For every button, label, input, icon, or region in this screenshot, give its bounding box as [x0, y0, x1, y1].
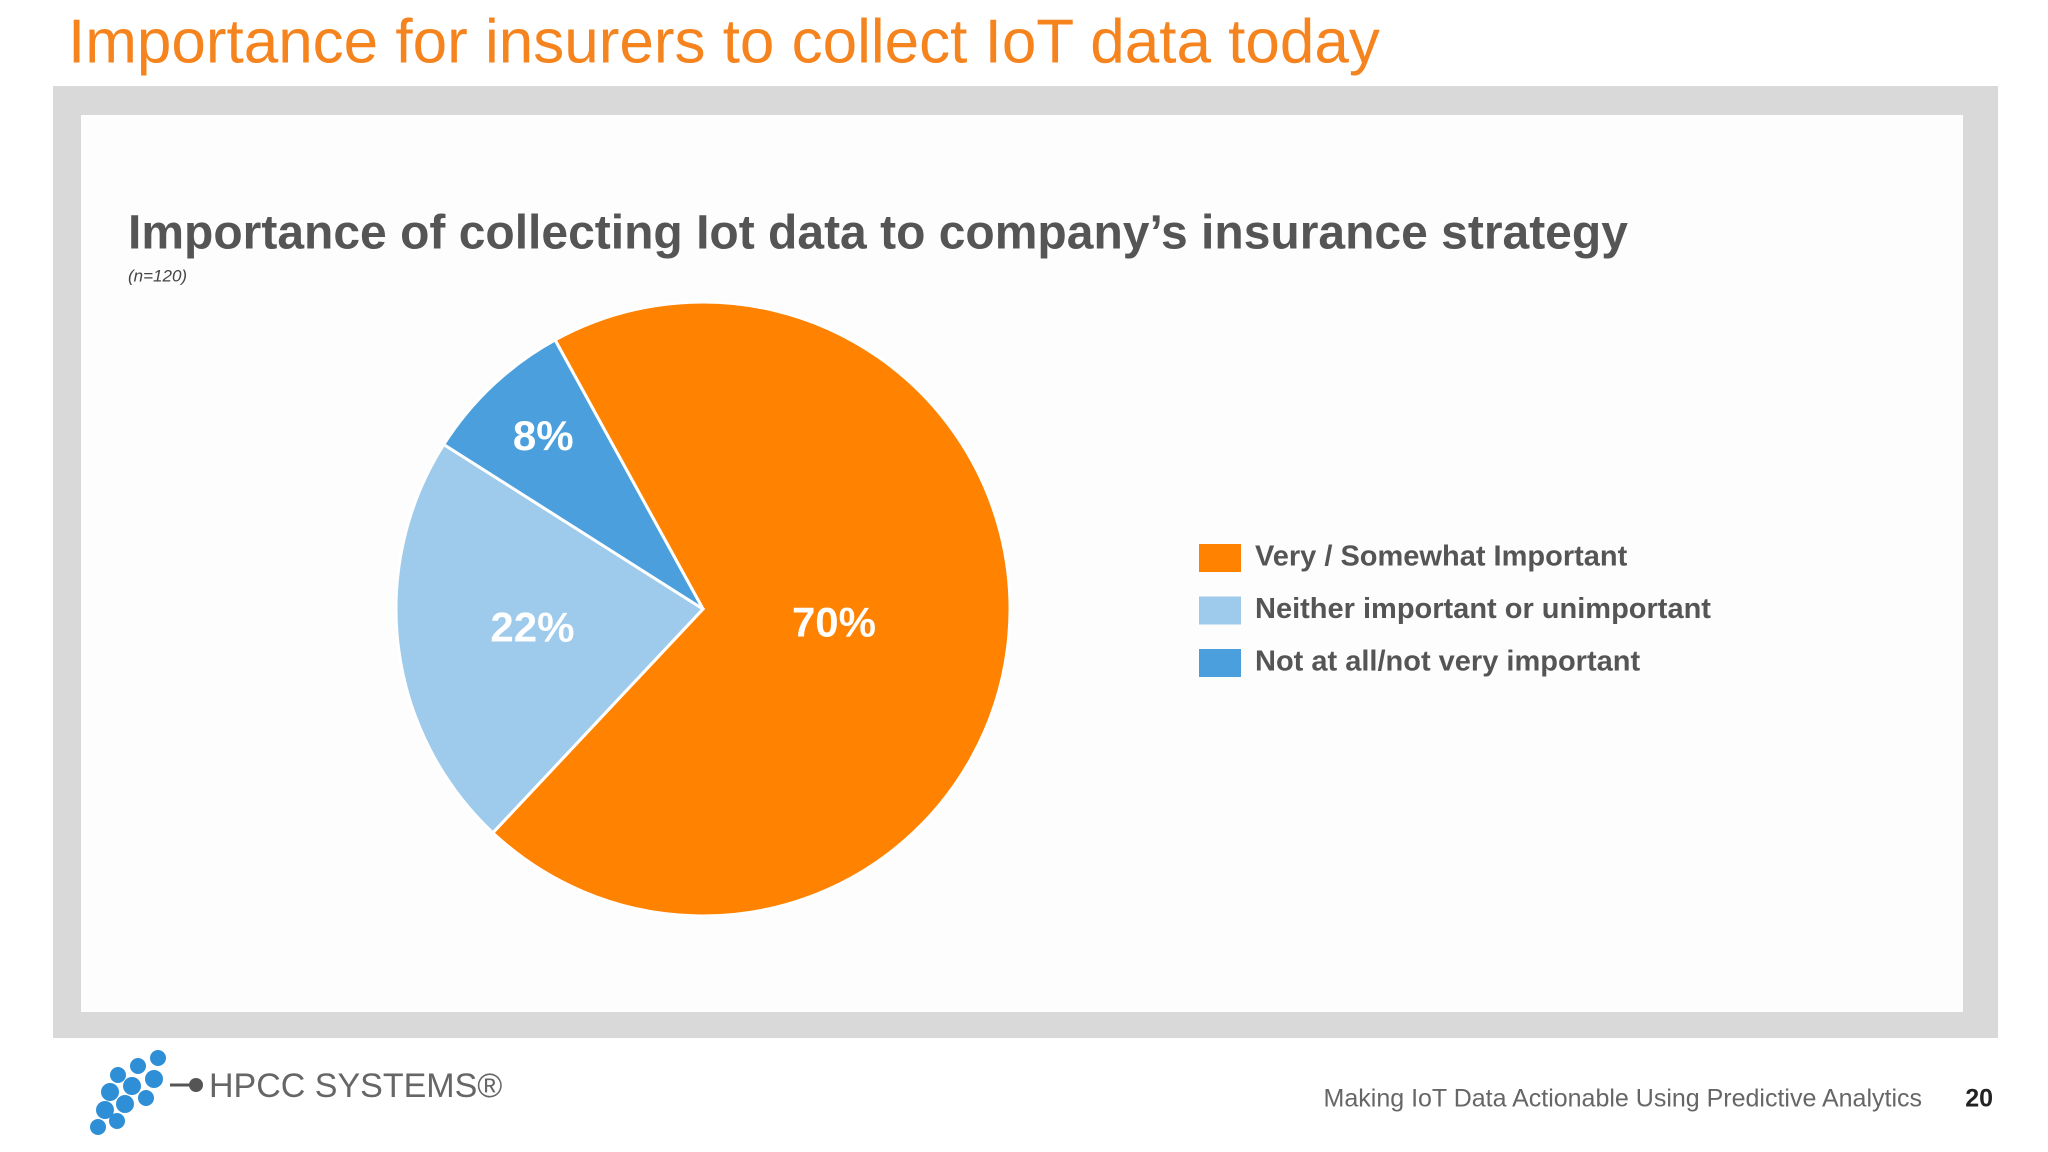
- value-label: 22%: [490, 604, 574, 651]
- chart-title: Importance of collecting Iot data to com…: [128, 207, 1628, 260]
- legend-label: Very / Somewhat Important: [1255, 541, 1628, 573]
- pie: 70% 22% 8%: [394, 300, 1012, 918]
- value-label: 70%: [792, 599, 876, 646]
- page-number: 20: [1965, 1085, 1993, 1113]
- logo-text: HPCC SYSTEMS®: [209, 1067, 502, 1105]
- legend-label: Not at all/not very important: [1255, 646, 1640, 678]
- chart-subtitle: (n=120): [128, 266, 187, 285]
- slide-title: Importance for insurers to collect IoT d…: [68, 7, 1380, 76]
- logo: [90, 1050, 203, 1135]
- pie-slice: [441, 337, 705, 611]
- footer-caption: Making IoT Data Actionable Using Predict…: [1324, 1085, 1922, 1113]
- value-label: 8%: [513, 412, 574, 459]
- legend-swatch: [1199, 544, 1241, 572]
- chart-panel: [81, 115, 1963, 1012]
- legend-swatch: [1199, 596, 1241, 625]
- legend-label: Neither important or unimportant: [1255, 593, 1711, 625]
- pie-slice: [394, 442, 706, 835]
- legend: Very / Somewhat Important Neither importa…: [1199, 541, 1711, 678]
- pie-slice: [490, 300, 1012, 918]
- legend-swatch: [1199, 649, 1241, 677]
